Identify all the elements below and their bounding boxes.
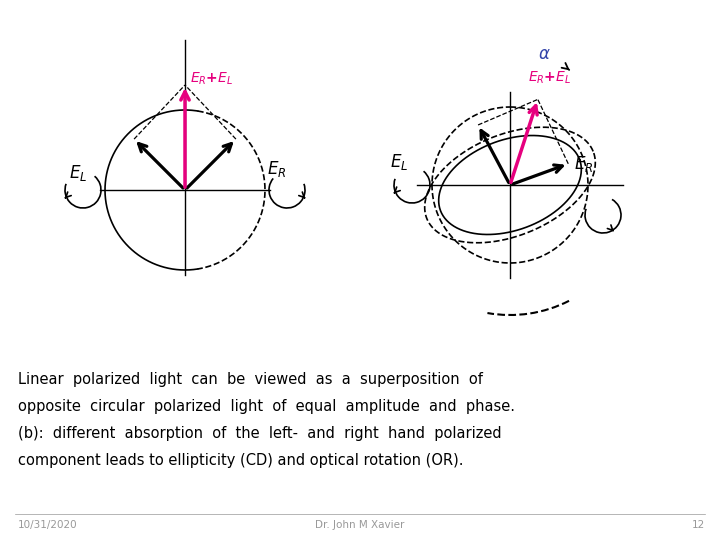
Text: $E_L$: $E_L$ (390, 152, 408, 172)
Text: $E_R$+$E_L$: $E_R$+$E_L$ (190, 71, 233, 87)
Text: Dr. John M Xavier: Dr. John M Xavier (315, 520, 405, 530)
Text: component leads to ellipticity (CD) and optical rotation (OR).: component leads to ellipticity (CD) and … (18, 453, 464, 468)
Text: $E_R$: $E_R$ (575, 154, 594, 174)
Text: $E_L$: $E_L$ (69, 163, 87, 183)
Text: opposite  circular  polarized  light  of  equal  amplitude  and  phase.: opposite circular polarized light of equ… (18, 399, 515, 414)
Text: 12: 12 (692, 520, 705, 530)
Text: $\alpha$: $\alpha$ (538, 45, 551, 63)
Text: Linear  polarized  light  can  be  viewed  as  a  superposition  of: Linear polarized light can be viewed as … (18, 372, 483, 387)
Text: $E_R$+$E_L$: $E_R$+$E_L$ (528, 70, 571, 86)
Text: 10/31/2020: 10/31/2020 (18, 520, 78, 530)
Text: (b):  different  absorption  of  the  left-  and  right  hand  polarized: (b): different absorption of the left- a… (18, 426, 502, 441)
Text: $E_R$: $E_R$ (267, 159, 287, 179)
